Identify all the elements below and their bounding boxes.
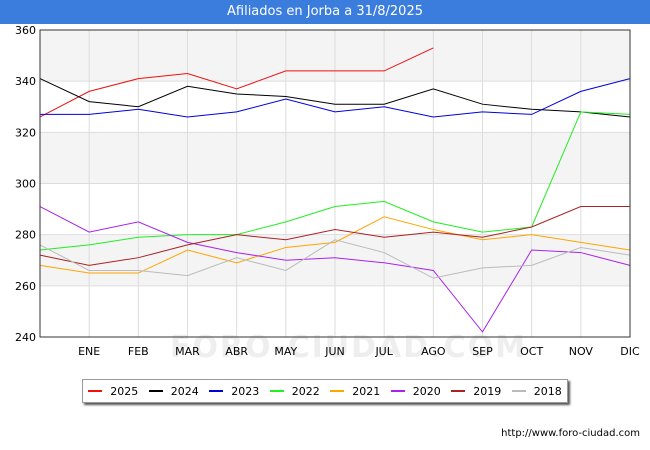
legend-label: 2025 [110,384,139,398]
legend-swatch [390,390,405,392]
legend-swatch [330,390,345,392]
watermark: FORO-CIUDAD.COM [170,330,527,365]
legend-label: 2022 [291,384,320,398]
series-line-2021 [39,216,631,274]
legend-label: 2019 [473,384,502,398]
legend-item-2023: 2023 [209,385,259,398]
chart-title: Afiliados en Jorba a 31/8/2025 [0,0,650,24]
y-tick-label: 260 [15,280,36,293]
x-tick-label: SEP [472,345,493,358]
x-tick-label: JUN [324,345,345,358]
x-tick-label: ABR [225,345,248,358]
legend-swatch [148,390,163,392]
y-tick-label: 340 [15,75,36,88]
legend-label: 2024 [170,384,199,398]
y-tick-label: 280 [15,229,36,242]
series-line-2025 [39,47,434,118]
legend-item-2025: 2025 [88,385,138,398]
legend-swatch [269,390,284,392]
y-tick-label: 360 [15,24,36,37]
legend-swatch [88,390,103,392]
x-tick-label: JUL [374,345,393,358]
legend-item-2022: 2022 [269,384,320,398]
x-tick-label: DIC [620,345,640,358]
x-tick-label: AGO [421,345,446,358]
legend-label: 2021 [352,384,381,398]
x-tick-label: MAR [175,345,200,358]
series-line-2018 [39,239,631,279]
legend-item-2020: 2020 [390,384,441,398]
series-line-2023 [40,78,631,118]
x-tick-label: OCT [520,345,543,358]
series-line-2024 [39,78,631,118]
legend-swatch [511,390,526,392]
legend: 2025 2024 2023 2022 2021 2020 2019 2018 [82,379,568,403]
legend-item-2024: 2024 [148,384,199,398]
plot-frame [39,29,631,338]
legend-item-2021: 2021 [330,385,380,398]
legend-item-2019: 2019 [451,385,501,398]
y-tick-label: 240 [15,331,36,344]
legend-label: 2023 [231,384,260,398]
series-line-2019 [39,206,630,266]
legend-swatch [209,390,224,392]
legend-item-2018: 2018 [511,384,562,398]
x-tick-label: NOV [569,345,594,358]
y-tick-label: 300 [15,178,36,191]
legend-label: 2018 [533,384,562,398]
x-tick-label: ENE [78,345,100,358]
series-line-2020 [39,206,631,333]
y-tick-label: 320 [15,126,36,139]
x-tick-label: MAY [274,345,297,358]
x-tick-label: FEB [128,345,149,358]
source-credit: http://www.foro-ciudad.com [501,428,640,439]
legend-label: 2020 [412,384,441,398]
legend-swatch [451,390,466,392]
